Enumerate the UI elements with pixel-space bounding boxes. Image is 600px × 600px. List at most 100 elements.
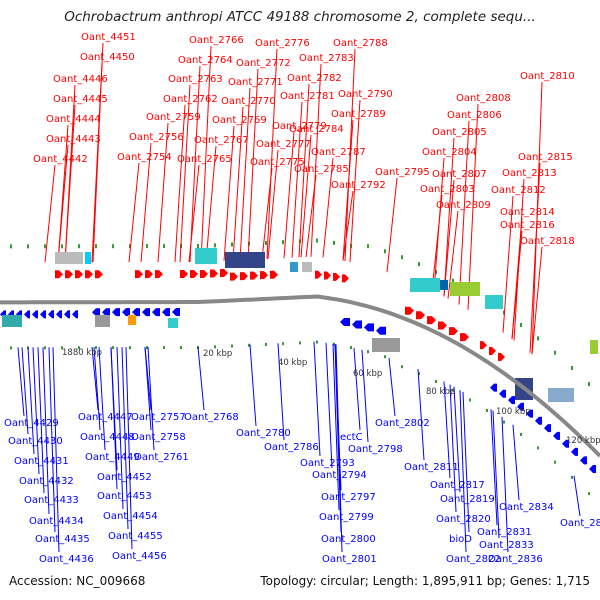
gene-label[interactable]: Oant_2781 [280,91,335,102]
gene-label[interactable]: Oant_4442 [33,154,88,165]
gene-label[interactable]: Oant_2777 [256,139,311,150]
gene-label[interactable]: Oant_2769 [212,115,267,126]
gene-label[interactable]: Oant_4452 [97,472,152,483]
gene-label[interactable]: Oant_2793 [300,458,355,469]
gene-arrow [489,346,496,355]
gene-label[interactable]: Oant_2771 [228,77,283,88]
gene-label[interactable]: Oant_2789 [331,109,386,120]
gene-label[interactable]: Oant_2800 [321,534,376,545]
gene-label[interactable]: Oant_2779 [272,121,327,132]
gene-label[interactable]: bioD [449,534,472,545]
gene-label[interactable]: Oant_2818 [520,236,575,247]
gene-label[interactable]: Oant_2764 [178,55,233,66]
gene-label[interactable]: Oant_2816 [500,220,555,231]
gene-label[interactable]: Oant_2786 [264,442,319,453]
gene-label[interactable]: Oant_4453 [97,491,152,502]
gene-label[interactable]: Oant_2780 [236,428,291,439]
gene-label[interactable]: Oant_2799 [319,512,374,523]
gene-label[interactable]: Oant_2807 [432,169,487,180]
gene-box [225,252,265,268]
gene-label[interactable]: Oant_2811 [404,462,459,473]
gene-label[interactable]: Oant_2788 [333,38,388,49]
gene-label[interactable]: Oant_4429 [4,418,59,429]
gene-label[interactable]: Oant_2831 [477,527,532,538]
gene-label[interactable]: Oant_4455 [108,531,163,542]
gene-labels[interactable]: Oant_4451 Oant_4450 Oant_4446 Oant_4445 Oant… [4,32,600,565]
scale-tick-label: 40 kbp [278,358,307,368]
gene-label[interactable]: Oant_2814 [500,207,555,218]
gene-label[interactable]: Oant_2795 [375,167,430,178]
gene-label[interactable]: Oant_4454 [103,511,158,522]
gene-label[interactable]: Oant_2797 [321,492,376,503]
gene-label[interactable]: Oant_2783 [299,53,354,64]
gene-label[interactable]: Oant_2836 [488,554,543,565]
gene-label[interactable]: Oant_2843 [560,518,600,529]
gene-label[interactable]: Oant_2801 [322,554,377,565]
gene-label[interactable]: Oant_4433 [24,495,79,506]
gene-label[interactable]: Oant_2792 [331,180,386,191]
gene-label[interactable]: Oant_2802 [375,418,430,429]
gene-label[interactable]: Oant_2772 [236,58,291,69]
gene-label[interactable]: Oant_2790 [338,89,393,100]
gene-label[interactable]: Oant_2798 [348,444,403,455]
gene-label[interactable]: Oant_4432 [19,476,74,487]
gene-label[interactable]: ectC [340,432,363,443]
gene-label[interactable]: Oant_4444 [46,114,101,125]
gene-label[interactable]: Oant_2770 [221,96,276,107]
gene-label[interactable]: Oant_2775 [250,157,305,168]
gene-label[interactable]: Oant_2834 [499,502,554,513]
leader-lines [17,42,581,553]
gene-label[interactable]: Oant_2817 [430,480,485,491]
gene-label[interactable]: Oant_4434 [29,516,84,527]
gene-label[interactable]: Oant_4443 [46,134,101,145]
map-title: Ochrobactrum anthropi ATCC 49188 chromos… [64,9,536,25]
gene-label[interactable]: Oant_4450 [80,52,135,63]
gene-label[interactable]: Oant_2804 [422,147,477,158]
gene-label[interactable]: Oant_2767 [194,135,249,146]
gene-label[interactable]: Oant_4430 [8,436,63,447]
gene-label[interactable]: Oant_2761 [134,452,189,463]
gene-label[interactable]: Oant_4447 [78,412,133,423]
gene-label[interactable]: Oant_2784 [289,124,344,135]
gene-label[interactable]: Oant_2812 [491,185,546,196]
gene-label[interactable]: Oant_2820 [436,514,491,525]
gene-label[interactable]: Oant_2762 [163,94,218,105]
gene-label[interactable]: Oant_2759 [146,112,201,123]
gene-label[interactable]: Oant_2809 [436,200,491,211]
gene-label[interactable]: Oant_4445 [53,94,108,105]
gene-label[interactable]: Oant_2776 [255,38,310,49]
gene-label[interactable]: Oant_2822 [446,554,501,565]
gene-label[interactable]: Oant_2813 [502,168,557,179]
gene-label[interactable]: Oant_2803 [420,184,475,195]
gene-label[interactable]: Oant_2757 [131,412,186,423]
gene-label[interactable]: Oant_2806 [447,110,502,121]
gene-label[interactable]: Oant_4448 [80,432,135,443]
gene-label[interactable]: Oant_2785 [294,164,349,175]
gene-label[interactable]: Oant_4435 [35,534,90,545]
gene-label[interactable]: Oant_4436 [39,554,94,565]
gene-label[interactable]: Oant_4456 [112,551,167,562]
scale-tick-label: 1880 kbp [62,348,102,358]
gene-label[interactable]: Oant_2808 [456,93,511,104]
gene-label[interactable]: Oant_2787 [311,147,366,158]
gene-label[interactable]: Oant_2819 [440,494,495,505]
gene-label[interactable]: Oant_2758 [131,432,186,443]
gene-label[interactable]: Oant_4449 [85,452,140,463]
gene-label[interactable]: Oant_4446 [53,74,108,85]
gene-label[interactable]: Oant_4451 [81,32,136,43]
gene-label[interactable]: Oant_2763 [168,74,223,85]
gene-label[interactable]: Oant_2794 [312,470,367,481]
gene-label[interactable]: Oant_2815 [518,152,573,163]
gene-label[interactable]: Oant_2805 [432,127,487,138]
gene-label[interactable]: Oant_2766 [189,35,244,46]
gene-label[interactable]: Oant_2765 [177,154,232,165]
gene-label[interactable]: Oant_2782 [287,73,342,84]
gene-label[interactable]: Oant_2768 [184,412,239,423]
gene-label[interactable]: Oant_4431 [14,456,69,467]
gene-label[interactable]: Oant_2833 [479,540,534,551]
gene-label[interactable]: Oant_2756 [129,132,184,143]
gene-arrow [95,270,103,279]
gene-label[interactable]: Oant_2810 [520,71,575,82]
gene-label[interactable]: Oant_2754 [117,152,172,163]
